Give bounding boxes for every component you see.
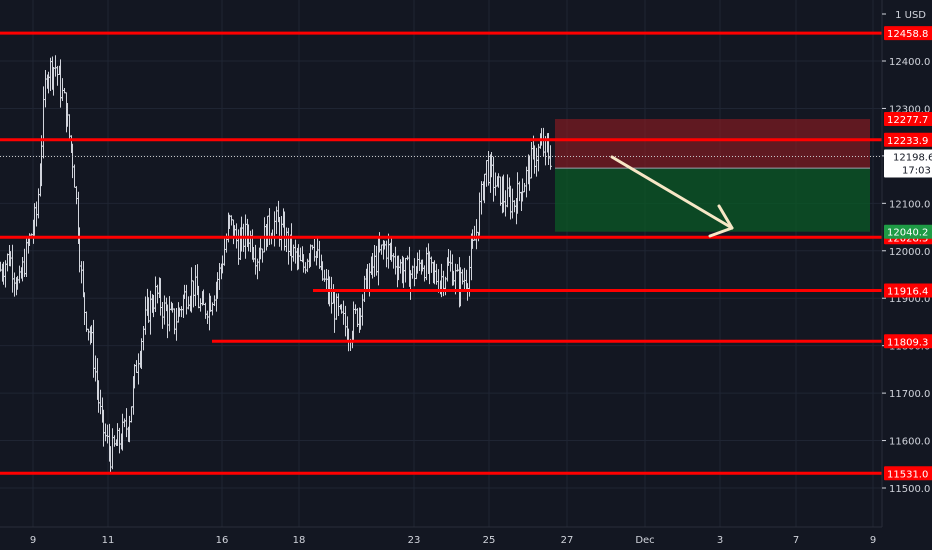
arrow-head[interactable] [708,204,734,238]
level-price-label-bg [884,466,932,481]
x-tick-label: 18 [293,535,306,546]
price-axis[interactable]: 1 USD11500.011600.011700.011800.011900.0… [881,0,932,550]
price-axis-background [882,0,932,550]
level-price-label: 11531.0 [887,469,928,480]
price-candles [0,55,552,474]
x-tick-label: 9 [30,535,36,546]
level-price-label: 12028.5 [887,233,928,244]
level-price-label: 12233.9 [887,136,928,147]
level-price-label: 12458.8 [887,29,928,40]
countdown-label: 17:03 [902,166,931,177]
x-tick-label: 27 [561,535,574,546]
stop-price-label: 12277.7 [887,115,928,126]
position-zones[interactable] [555,119,870,232]
price-axis-labels: 12458.8 12233.9 12028.5 11916.4 11809.3 11531… [884,26,932,480]
x-tick-label: 16 [216,535,229,546]
arrow-shaft[interactable] [610,155,734,230]
level-price-label-bg [884,132,932,147]
stop-loss-zone[interactable] [555,119,870,169]
y-tick-label: 12400.0 [889,57,930,68]
x-tick-label: 7 [793,535,799,546]
trend-arrow[interactable] [610,155,734,238]
x-tick-label: 23 [408,535,421,546]
stop-price-label-bg [884,112,932,127]
y-tick-label: 12300.0 [889,104,930,115]
time-axis[interactable]: 9 11 16 18 23 25 27 Dec 3 7 9 [0,526,932,550]
y-tick-label: 11600.0 [889,437,930,448]
level-price-label: 11916.4 [887,286,928,297]
current-price-label: 12198.6 [893,153,932,164]
time-axis-background [0,527,932,550]
current-price-label-bg [884,149,932,178]
y-tick-label: 12000.0 [889,247,930,258]
currency-label: 1 USD [895,10,926,21]
target-price-label-bg [884,224,932,239]
x-tick-label: 3 [717,535,723,546]
x-tick-label: 25 [483,535,496,546]
x-tick-label: Dec [635,535,654,546]
x-tick-label: 11 [102,535,115,546]
y-tick-label: 11700.0 [889,389,930,400]
level-price-label-bg [884,26,932,41]
level-price-label-bg [884,283,932,298]
take-profit-zone[interactable] [555,168,870,232]
grid [0,0,882,527]
y-tick-label: 12100.0 [889,199,930,210]
level-price-label: 11809.3 [887,337,928,348]
y-tick-label: 11900.0 [889,294,930,305]
x-tick-label: 9 [870,535,876,546]
horizontal-levels[interactable] [0,31,882,475]
target-price-label: 12040.2 [887,228,928,239]
level-price-label-bg [884,334,932,349]
y-tick-label: 11500.0 [889,484,930,495]
